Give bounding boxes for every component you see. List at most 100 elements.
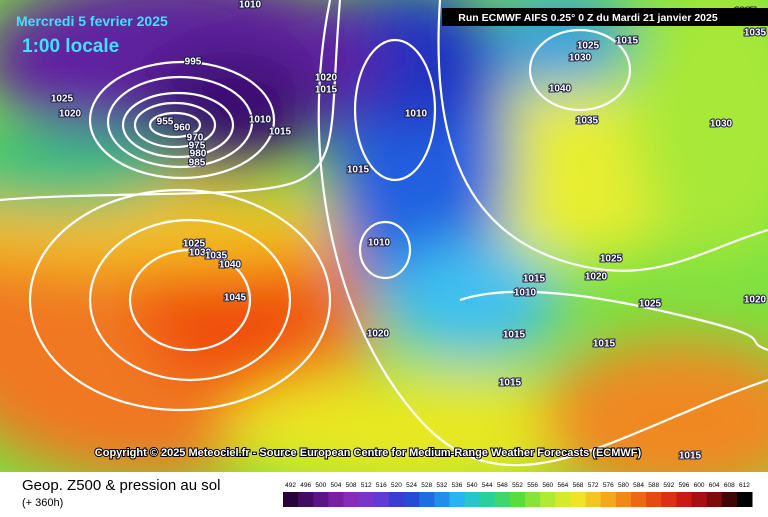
colorbar-tick-label: 568	[573, 482, 584, 489]
colorbar-tick-label: 560	[542, 482, 553, 489]
colorbar-swatch	[434, 492, 450, 507]
isobar-label: 1040	[219, 260, 242, 271]
colorbar-tick-label: 532	[436, 482, 447, 489]
colorbar-swatch	[615, 492, 632, 507]
colorbar-swatch	[630, 492, 647, 507]
colorbar-tick-label: 572	[588, 482, 599, 489]
colorbar-tick-label: 512	[361, 482, 372, 489]
colorbar-tick-label: 596	[678, 482, 689, 489]
colorbar: 492 496 500 504 508 512 516 520 524 528 532 536 540 5…	[283, 482, 753, 507]
colorbar-swatch	[343, 492, 360, 507]
copyright: Copyright © 2025 Meteociel.fr - Source E…	[95, 447, 642, 459]
colorbar-tick-label: 556	[527, 482, 538, 489]
colorbar-swatch	[358, 492, 375, 507]
isobar-label: 975	[189, 141, 206, 152]
isobar-label: 1020	[59, 109, 82, 120]
isobar-label: 1010	[514, 288, 537, 299]
run-info: Run ECMWF AIFS 0.25° 0 Z du Mardi 21 jan…	[458, 12, 718, 24]
isobar-label: 1015	[523, 274, 546, 285]
isobar-label: 1015	[503, 330, 526, 341]
isobar-label: 1015	[499, 378, 522, 389]
colorbar-swatch	[661, 492, 677, 507]
isobar-label: 970	[187, 133, 204, 144]
colorbar-swatch	[373, 492, 390, 507]
isobar-label: 1040	[549, 84, 572, 95]
colorbar-swatch	[676, 492, 692, 507]
colorbar-swatch	[298, 492, 314, 507]
isobar-label: 1015	[616, 36, 639, 47]
colorbar-swatch	[419, 492, 435, 507]
isobar-label: 1030	[189, 248, 212, 259]
colorbar-tick-label: 500	[315, 482, 326, 489]
colorbar-swatch	[540, 492, 556, 507]
isobar-label: 1030	[569, 53, 592, 64]
colorbar-tick-label: 524	[406, 482, 417, 489]
isobar-label: 995	[185, 57, 202, 68]
colorbar-swatch	[721, 492, 738, 507]
footer-range: (+ 360h)	[22, 497, 63, 509]
colorbar-swatch	[464, 492, 481, 507]
colorbar-tick-label: 496	[300, 482, 311, 489]
isobar-label: 1010	[405, 109, 428, 120]
isobar-label: 1015	[315, 85, 338, 96]
colorbar-swatch	[509, 492, 526, 507]
colorbar-tick-label: 516	[376, 482, 387, 489]
isobar-label: 1010	[239, 0, 262, 11]
isobar-label: 1035	[576, 116, 599, 127]
colorbar-tick-label: 612	[739, 482, 750, 489]
isobar-label: 955	[157, 117, 174, 128]
isobar-label: 1035	[744, 28, 767, 39]
colorbar-swatch	[555, 492, 571, 507]
isobar-label: 1025	[51, 94, 74, 105]
colorbar-tick-label: 564	[557, 482, 568, 489]
isobar-label: 960	[174, 123, 191, 134]
colorbar-tick-label: 608	[724, 482, 735, 489]
colorbar-tick-label: 552	[512, 482, 523, 489]
isobar-label: 985	[189, 158, 206, 169]
isobar-label: 1020	[585, 272, 608, 283]
isobar-label: 980	[190, 149, 207, 160]
date: Mercredi 5 fevrier 2025	[16, 13, 168, 29]
isobar-label: 1045	[224, 293, 247, 304]
colorbar-tick-label: 592	[663, 482, 674, 489]
colorbar-swatch	[328, 492, 345, 507]
run-box	[442, 8, 768, 26]
isobars	[0, 0, 768, 467]
colorbar-tick-label: 584	[633, 482, 644, 489]
colorbar-swatch	[736, 492, 753, 507]
colorbar-tick-label: 528	[421, 482, 432, 489]
colorbar-swatch	[404, 492, 420, 507]
colorbar-tick-label: 536	[452, 482, 463, 489]
colorbar-tick-label: 520	[391, 482, 402, 489]
colorbar-swatch	[449, 492, 466, 507]
colorbar-swatch	[585, 492, 602, 507]
isobar-label: 1015	[269, 127, 292, 138]
isobar-label: 1025	[639, 299, 662, 310]
time: 1:00 locale	[22, 36, 119, 57]
isobar-label: 1015	[347, 165, 370, 176]
isobar-label: 1015	[593, 339, 616, 350]
isobar-label: 1025	[183, 239, 206, 250]
colorbar-tick-label: 580	[618, 482, 629, 489]
colorbar-tick-label: 588	[648, 482, 659, 489]
isobar-label: 1020	[367, 329, 390, 340]
colorbar-tick-label: 508	[346, 482, 357, 489]
isobar-label: 1025	[577, 41, 600, 52]
colorbar-tick-label: 492	[285, 482, 296, 489]
colorbar-swatch	[525, 492, 541, 507]
colorbar-swatch	[646, 492, 662, 507]
isobar-label: 1035	[205, 251, 228, 262]
colorbar-swatch	[388, 492, 405, 507]
isobar-label: 1010	[368, 238, 391, 249]
colorbar-tick-label: 504	[331, 482, 342, 489]
colorbar-swatch	[494, 492, 511, 507]
isobar-label: 1020	[315, 73, 338, 84]
colorbar-tick-label: 544	[482, 482, 493, 489]
colorbar-swatch	[570, 492, 587, 507]
colorbar-swatch	[600, 492, 617, 507]
colorbar-swatch	[283, 492, 299, 507]
colorbar-tick-label: 600	[694, 482, 705, 489]
isobar-label: 1025	[600, 254, 623, 265]
isobar-label: 1015	[679, 451, 702, 462]
